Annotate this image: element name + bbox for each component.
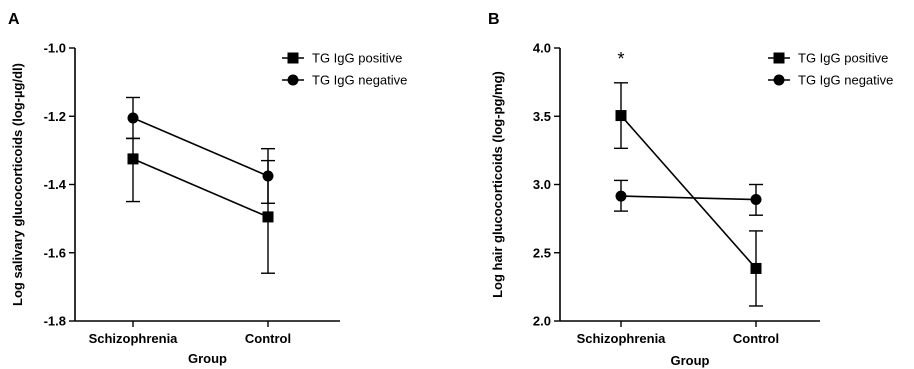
- y-tick-label: 2.0: [533, 314, 551, 329]
- legend-label: TG IgG positive: [798, 51, 888, 66]
- series-tg-igg-negative: TG IgG negative: [126, 73, 407, 204]
- legend-label: TG IgG negative: [312, 73, 407, 88]
- x-tick-label: Schizophrenia: [89, 331, 179, 346]
- x-tick-label: Schizophrenia: [577, 331, 667, 346]
- y-tick-label: -1.6: [44, 245, 66, 260]
- y-tick-label: 3.5: [533, 109, 551, 124]
- y-tick-label: 4.0: [533, 41, 551, 56]
- series-line: [620, 115, 757, 269]
- legend-marker-circle: [773, 74, 785, 86]
- y-tick-label: -1.2: [44, 109, 66, 124]
- series-line: [132, 117, 269, 177]
- y-tick-label: 2.5: [533, 245, 551, 260]
- data-point-circle: [750, 194, 762, 206]
- panel-label: A: [8, 11, 20, 28]
- y-tick-label: -1.8: [44, 314, 66, 329]
- data-point-square: [750, 262, 762, 274]
- legend-marker-square: [773, 52, 785, 64]
- legend-marker-circle: [287, 74, 299, 86]
- y-axis-title: Log hair glucocorticoids (log-pg/mg): [490, 71, 505, 298]
- x-tick-label: Control: [245, 331, 291, 346]
- data-point-circle: [615, 190, 627, 202]
- data-point-square: [615, 110, 627, 122]
- series-line: [620, 195, 757, 201]
- legend-marker-square: [287, 52, 299, 64]
- chart-panel-b: B 2.0 2.5 3.0 3.5 4.0 Schizophrenia Control Grou…: [488, 11, 893, 368]
- x-tick-label: Control: [733, 331, 779, 346]
- series-line: [132, 158, 269, 218]
- chart-panel-a: A -1.8 -1.6 -1.4 -1.2 -1.0 Schizophrenia Contro…: [8, 11, 407, 366]
- x-axis-title: Group: [671, 353, 710, 368]
- y-axis-title: Log salivary glucocorticoids (log-µg/dl): [10, 63, 25, 306]
- data-point-square: [262, 211, 274, 223]
- y-tick-label: 3.0: [533, 177, 551, 192]
- legend-label: TG IgG positive: [312, 51, 402, 66]
- data-point-square: [127, 153, 139, 165]
- panel-label: B: [488, 11, 500, 28]
- y-tick-label: -1.4: [44, 177, 67, 192]
- significance-asterisk: *: [617, 49, 624, 69]
- series-tg-igg-positive: TG IgG positive: [614, 51, 888, 307]
- series-tg-igg-negative: TG IgG negative: [614, 73, 893, 216]
- x-axis-title: Group: [188, 351, 227, 366]
- data-point-circle: [127, 112, 139, 124]
- data-point-circle: [262, 170, 274, 182]
- legend-label: TG IgG negative: [798, 73, 893, 88]
- y-tick-label: -1.0: [44, 41, 66, 56]
